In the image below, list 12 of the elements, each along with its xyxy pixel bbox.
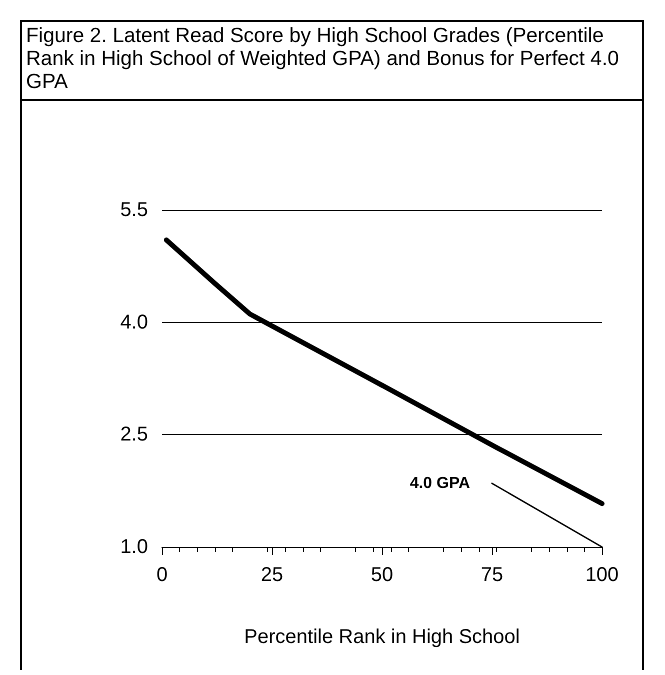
y-tick-label: 2.5 <box>120 424 148 446</box>
x-tick-label: 25 <box>260 564 284 586</box>
chart-title: Figure 2. Latent Read Score by High School Grades (Percentile Rank in High School of Weighted GPA) and Bonus for Perfect 4.0 GPA <box>22 22 642 101</box>
y-tick-label: 4.0 <box>120 311 148 334</box>
x-tick-label: 75 <box>480 564 504 586</box>
x-tick-label: 0 <box>156 564 168 586</box>
y-tick-label: 5.5 <box>120 199 148 221</box>
y-tick-label: 1.0 <box>120 536 148 558</box>
x-tick-label: 50 <box>370 564 394 586</box>
x-axis-title: Percentile Rank in High School <box>244 626 520 648</box>
x-tick-label: 100 <box>585 564 619 586</box>
annotation: 4.0 GPA <box>410 474 470 492</box>
